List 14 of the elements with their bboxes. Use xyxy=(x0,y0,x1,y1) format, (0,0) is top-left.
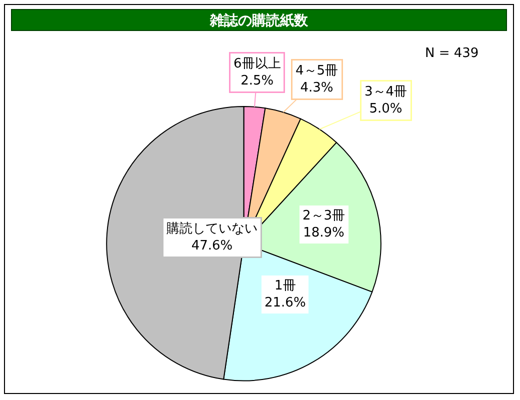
data-label: 5.0% xyxy=(369,101,402,116)
slice-label: 4～5冊 xyxy=(296,64,338,78)
data-label: 21.6% xyxy=(264,295,306,310)
text: N = 439 xyxy=(425,46,479,61)
data-label: 2.5% xyxy=(240,73,274,88)
slice-label: 6冊以上 xyxy=(234,56,281,72)
chart-title: 雑誌の購読紙数 xyxy=(11,9,507,31)
slice-label: 2～3冊 xyxy=(302,208,346,224)
data-label: 18.9% xyxy=(303,225,344,240)
data-label: 4.3% xyxy=(300,80,334,96)
slice-label: 購読していない xyxy=(166,222,258,236)
data-label: 47.6% xyxy=(191,238,233,254)
slice-label: 1冊 xyxy=(274,278,296,294)
slice-label: 3～4冊 xyxy=(364,84,408,100)
